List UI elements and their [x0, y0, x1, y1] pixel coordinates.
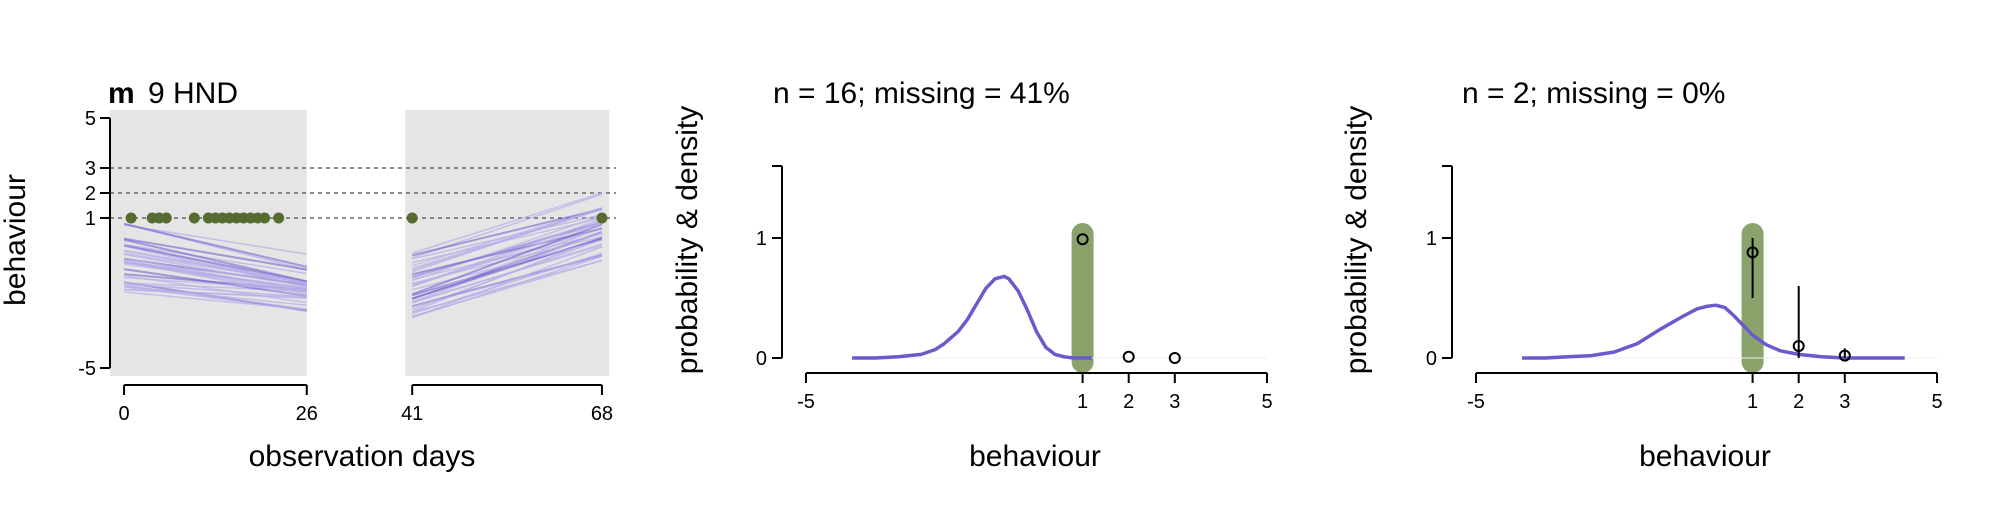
x-tick-label: 68 [591, 403, 613, 425]
panel-timeseries: 5 3 2 1 -5 0 26 41 68 m 9 HND observation days b… [0, 77, 616, 473]
axes: 5 3 2 1 -5 0 26 41 68 [78, 108, 613, 425]
x-tick-label: 2 [1793, 391, 1804, 413]
x-tick-label: 5 [1931, 391, 1942, 413]
x-tick-label: 3 [1839, 391, 1850, 413]
fit-line [123, 243, 307, 275]
fit-line [412, 214, 603, 260]
fit-line [123, 237, 307, 271]
probability-point [1746, 246, 1759, 259]
y-axis-title: probability & density [1340, 106, 1373, 374]
x-axis-title: behaviour [1639, 440, 1771, 473]
x-axis-title: observation days [249, 440, 476, 473]
panel-distribution-2: 0 1 -5 1 2 3 5 n = 2; missing = 0% behaviour p… [1340, 77, 1943, 473]
observed-point [596, 212, 608, 224]
fit-line [124, 288, 307, 298]
y-tick-label: -5 [78, 358, 96, 380]
fit-line [123, 284, 307, 310]
observed-point [160, 212, 172, 224]
x-tick-label: -5 [1467, 391, 1485, 413]
x-tick-label: 1 [1747, 391, 1758, 413]
y-tick-label: 0 [1426, 348, 1437, 370]
y-tick-label: 1 [1426, 228, 1437, 250]
fit-line [411, 252, 603, 315]
observed-point [125, 212, 137, 224]
x-tick-label: 2 [1123, 391, 1134, 413]
y-tick-label: 2 [85, 183, 96, 205]
probability-point [1792, 340, 1805, 352]
fit-line [123, 253, 307, 288]
panel-title: n = 2; missing = 0% [1462, 77, 1725, 110]
x-tick-label: 1 [1077, 391, 1088, 413]
fit-line [124, 283, 307, 298]
fit-lines [123, 192, 603, 319]
observed-point [273, 212, 285, 224]
fit-line [123, 224, 307, 255]
observed-point [188, 212, 200, 224]
plot-area: 0 1 -5 1 2 3 5 [756, 165, 1273, 413]
x-tick-label: 5 [1261, 391, 1272, 413]
fit-line [411, 207, 603, 257]
y-tick-label: 5 [85, 108, 96, 130]
panel-title: n = 16; missing = 41% [773, 77, 1070, 110]
fit-line [123, 291, 307, 311]
observed-point [259, 212, 271, 224]
y-axis-title: behaviour [0, 174, 32, 306]
x-tick-label: -5 [797, 391, 815, 413]
x-tick-label: 0 [118, 403, 129, 425]
y-tick-label: 1 [756, 228, 767, 250]
fit-line [411, 223, 603, 296]
fit-line [411, 214, 603, 282]
fit-line [411, 244, 603, 303]
density-line [1522, 303, 1905, 360]
x-axis-title: behaviour [969, 440, 1101, 473]
fit-line [123, 260, 307, 290]
fit-line [123, 257, 307, 292]
probability-point [1076, 233, 1089, 246]
x-tick-label: 3 [1169, 391, 1180, 413]
fit-line [411, 246, 603, 319]
panel-distribution-1: 0 1 -5 1 2 3 5 n = 16; missing = 41% behaviour… [671, 77, 1273, 473]
x-tick-label: 41 [401, 403, 423, 425]
probability-point [1168, 352, 1181, 364]
plot-area: 0 1 -5 1 2 3 5 [1426, 165, 1943, 413]
observed-points [125, 212, 608, 224]
fit-line [411, 192, 603, 254]
x-tick-label: 26 [296, 403, 318, 425]
y-tick-label: 3 [85, 158, 96, 180]
y-tick-label: 1 [85, 208, 96, 230]
fit-line [412, 239, 603, 291]
observed-point [406, 212, 418, 224]
fit-line [412, 217, 603, 264]
panel-title: 9 HND [148, 77, 238, 110]
probability-point [1838, 349, 1851, 362]
fit-line [123, 244, 307, 283]
probability-point [1122, 350, 1135, 363]
fit-line [123, 274, 307, 304]
fit-line [123, 222, 308, 268]
y-axis-title: probability & density [671, 106, 704, 374]
fit-line [123, 249, 307, 284]
panel-title-prefix: m [108, 77, 135, 110]
fit-line [411, 221, 603, 288]
density-line [852, 274, 1092, 360]
y-tick-label: 0 [756, 348, 767, 370]
fit-line [123, 238, 307, 283]
